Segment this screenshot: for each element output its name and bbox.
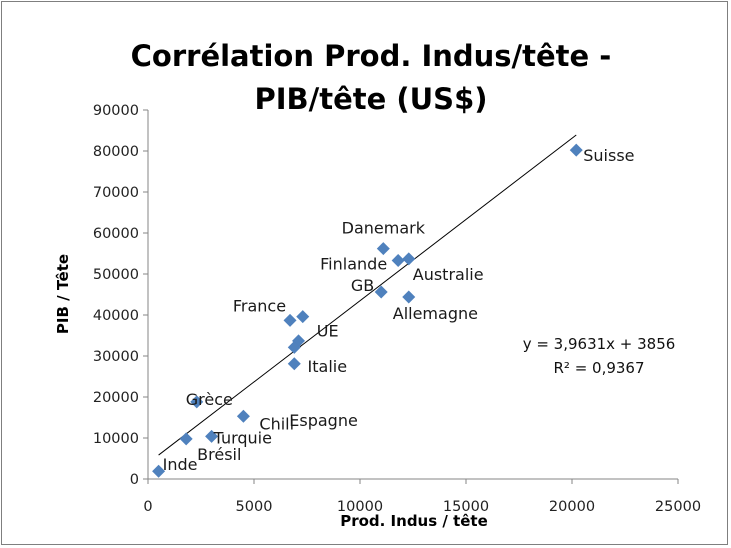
- data-point: [376, 242, 390, 256]
- data-point: [374, 285, 388, 299]
- x-tick-label: 5000: [236, 499, 273, 515]
- data-point: [205, 429, 219, 443]
- y-tick-label: 70000: [93, 185, 139, 201]
- x-tick-label: 15000: [443, 499, 489, 515]
- point-label: Grèce: [186, 390, 233, 409]
- point-label: Chili: [259, 414, 294, 433]
- x-tick-label: 20000: [549, 499, 595, 515]
- point-label: France: [233, 296, 286, 315]
- trendline-r2: R² = 0,9367: [553, 359, 644, 377]
- point-label: Turquie: [213, 428, 272, 447]
- trendline-equation: y = 3,9631x + 3856: [523, 335, 676, 353]
- y-tick-label: 60000: [93, 226, 139, 242]
- point-label: GB: [351, 276, 374, 295]
- y-tick-label: 80000: [93, 144, 139, 160]
- y-tick-label: 20000: [93, 390, 139, 406]
- y-tick-label: 90000: [93, 103, 139, 119]
- y-tick-label: 40000: [93, 308, 139, 324]
- point-label: Finlande: [320, 254, 387, 273]
- chart-title-line-1: Corrélation Prod. Indus/tête -: [131, 39, 612, 73]
- y-tick-label: 0: [130, 472, 139, 488]
- x-axis-title: Prod. Indus / tête: [340, 512, 488, 530]
- data-point: [287, 357, 301, 371]
- point-label: Allemagne: [393, 304, 478, 323]
- data-point: [236, 409, 250, 423]
- data-point: [179, 432, 193, 446]
- x-tick-label: 10000: [337, 499, 383, 515]
- y-tick-label: 50000: [93, 267, 139, 283]
- data-point: [296, 310, 310, 324]
- y-tick-label: 30000: [93, 349, 139, 365]
- point-label: Inde: [163, 455, 198, 474]
- point-label: Suisse: [583, 146, 634, 165]
- point-label: Danemark: [342, 219, 426, 238]
- point-label: Italie: [308, 357, 348, 376]
- y-tick-label: 10000: [93, 431, 139, 447]
- y-axis-title: PIB / Tête: [54, 254, 72, 334]
- chart-title-line-2: PIB/tête (US$): [254, 82, 487, 116]
- point-label: Espagne: [289, 411, 358, 430]
- data-point: [402, 290, 416, 304]
- point-label: Australie: [413, 265, 484, 284]
- data-point: [402, 252, 416, 266]
- point-label: Brésil: [197, 445, 241, 464]
- data-point: [391, 253, 405, 267]
- data-point: [569, 143, 583, 157]
- x-tick-label: 25000: [655, 499, 701, 515]
- x-tick-label: 0: [143, 499, 152, 515]
- trendline: [158, 134, 577, 456]
- data-point: [287, 340, 301, 354]
- point-label: UE: [317, 322, 339, 341]
- data-point: [152, 464, 166, 478]
- data-point: [190, 395, 204, 409]
- data-point: [283, 313, 297, 327]
